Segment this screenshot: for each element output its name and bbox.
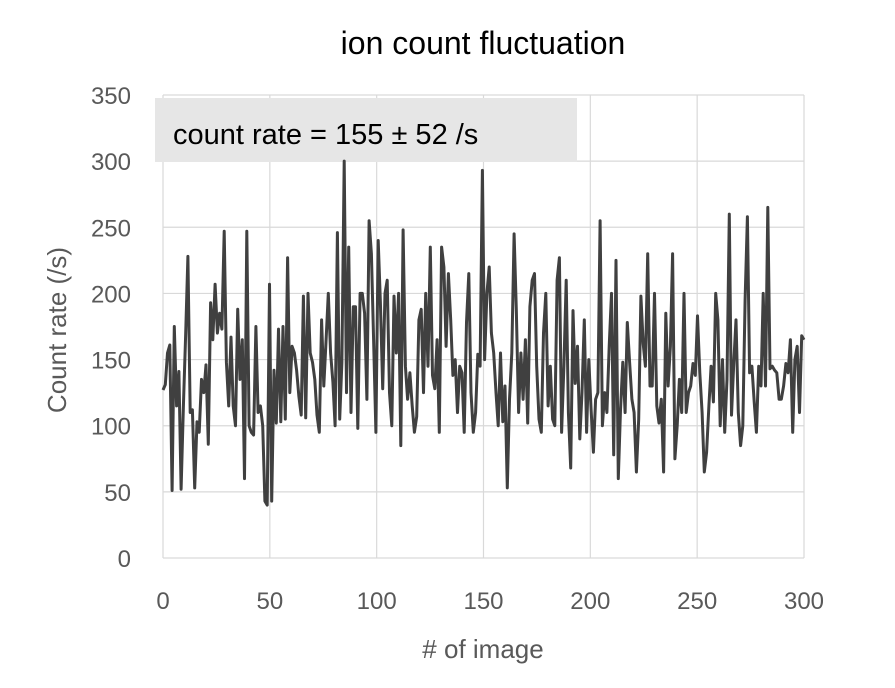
x-tick-label: 250 <box>677 588 717 615</box>
x-tick-label: 100 <box>357 588 397 615</box>
x-axis-ticks: 0 50 100 150 200 250 300 <box>156 588 824 615</box>
x-tick-label: 150 <box>463 588 503 615</box>
y-axis-ticks: 0 50 100 150 200 250 300 350 <box>91 83 131 573</box>
x-axis-label: # of image <box>422 634 543 664</box>
chart-title: ion count fluctuation <box>341 25 626 61</box>
annotation-box <box>155 98 577 162</box>
x-tick-label: 0 <box>156 588 169 615</box>
y-tick-label: 200 <box>91 281 131 308</box>
series-line <box>161 159 806 507</box>
y-tick-label: 150 <box>91 348 131 375</box>
y-axis-label: Count rate (/s) <box>42 247 72 413</box>
x-tick-label: 200 <box>570 588 610 615</box>
y-tick-label: 50 <box>104 480 131 507</box>
y-tick-label: 350 <box>91 83 131 110</box>
annotation-text: count rate = 155 ± 52 /s <box>173 119 478 151</box>
x-tick-label: 50 <box>256 588 283 615</box>
series-group <box>161 159 806 507</box>
y-tick-label: 100 <box>91 414 131 441</box>
x-tick-label: 300 <box>784 588 824 615</box>
annotation-group: count rate = 155 ± 52 /s <box>155 98 577 162</box>
y-tick-label: 300 <box>91 149 131 176</box>
y-tick-label: 250 <box>91 215 131 242</box>
y-tick-label: 0 <box>118 546 131 573</box>
